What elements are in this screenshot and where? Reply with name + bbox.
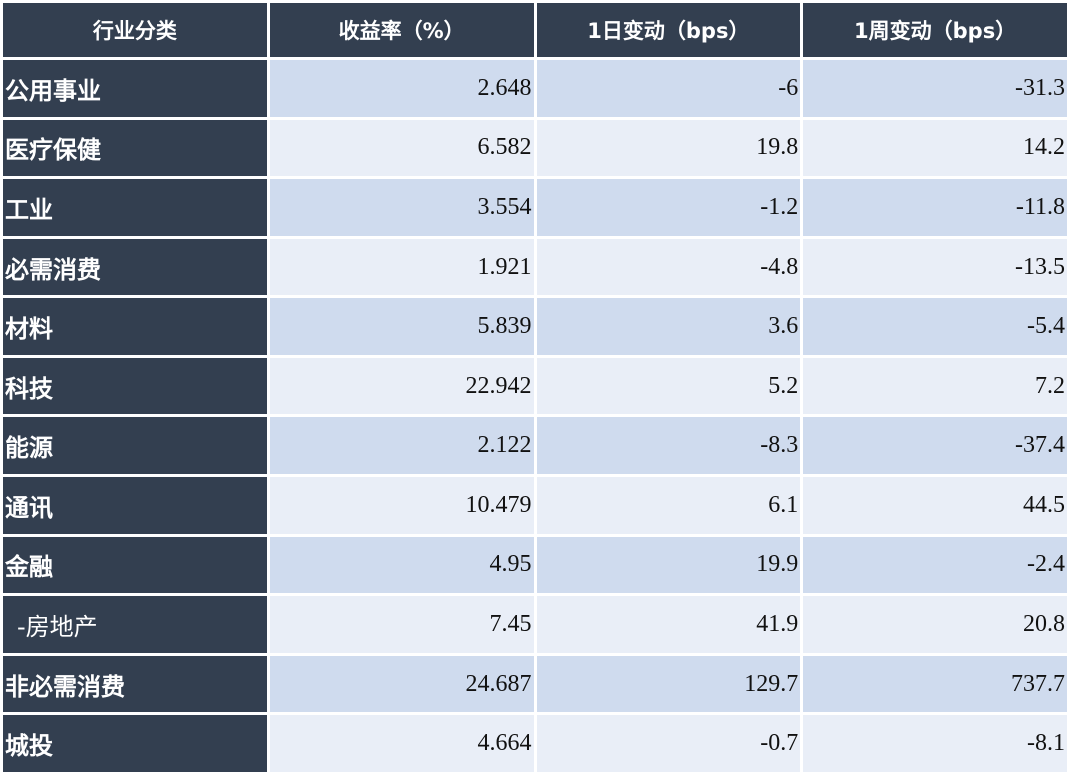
sector-label: 公用事业: [3, 60, 267, 117]
value-cell: 41.9: [536, 596, 801, 653]
value-cell: 129.7: [536, 655, 801, 713]
value-cell: -31.3: [803, 60, 1067, 117]
sector-label: 金融: [3, 536, 267, 594]
value-cell: -2.4: [803, 536, 1067, 594]
sector-label: 工业: [3, 179, 267, 236]
value-cell: 14.2: [803, 119, 1067, 177]
table-row: 必需消费 1.921 -4.8 -13.5: [3, 238, 1067, 296]
header-row: 行业分类 收益率（%） 1日变动（bps） 1周变动（bps）: [3, 3, 1067, 57]
value-cell: 7.45: [269, 596, 534, 653]
value-cell: 5.839: [269, 298, 534, 355]
table-header: 行业分类 收益率（%） 1日变动（bps） 1周变动（bps）: [3, 3, 1067, 57]
value-cell: -8.3: [536, 417, 801, 475]
header-cell: 行业分类: [3, 3, 267, 57]
value-cell: -4.8: [536, 238, 801, 296]
value-cell: -13.5: [803, 238, 1067, 296]
value-cell: 7.2: [803, 357, 1067, 415]
sector-label: 科技: [3, 357, 267, 415]
value-cell: -0.7: [536, 715, 801, 772]
value-cell: 6.582: [269, 119, 534, 177]
sector-label: 医疗保健: [3, 119, 267, 177]
value-cell: 2.122: [269, 417, 534, 475]
table-row: 非必需消费 24.687 129.7 737.7: [3, 655, 1067, 713]
table-row: 金融 4.95 19.9 -2.4: [3, 536, 1067, 594]
table-row: 能源 2.122 -8.3 -37.4: [3, 417, 1067, 475]
value-cell: 20.8: [803, 596, 1067, 653]
sector-label: -房地产: [3, 596, 267, 653]
table-row: -房地产 7.45 41.9 20.8: [3, 596, 1067, 653]
value-cell: 3.6: [536, 298, 801, 355]
value-cell: -5.4: [803, 298, 1067, 355]
value-cell: 19.9: [536, 536, 801, 594]
value-cell: 10.479: [269, 477, 534, 534]
table-row: 工业 3.554 -1.2 -11.8: [3, 179, 1067, 236]
table-body: 公用事业 2.648 -6 -31.3 医疗保健 6.582 19.8 14.2 工业 3.554…: [3, 60, 1067, 772]
value-cell: -8.1: [803, 715, 1067, 772]
value-cell: 4.664: [269, 715, 534, 772]
value-cell: 5.2: [536, 357, 801, 415]
value-cell: -37.4: [803, 417, 1067, 475]
sector-label: 必需消费: [3, 238, 267, 296]
sector-label: 材料: [3, 298, 267, 355]
header-cell: 1周变动（bps）: [803, 3, 1067, 57]
value-cell: -6: [536, 60, 801, 117]
value-cell: 6.1: [536, 477, 801, 534]
value-cell: 3.554: [269, 179, 534, 236]
header-cell: 收益率（%）: [269, 3, 534, 57]
value-cell: -1.2: [536, 179, 801, 236]
sector-label: 城投: [3, 715, 267, 772]
value-cell: 2.648: [269, 60, 534, 117]
table-row: 材料 5.839 3.6 -5.4: [3, 298, 1067, 355]
sector-label: 非必需消费: [3, 655, 267, 713]
value-cell: 22.942: [269, 357, 534, 415]
value-cell: -11.8: [803, 179, 1067, 236]
sector-label: 通讯: [3, 477, 267, 534]
value-cell: 44.5: [803, 477, 1067, 534]
table-row: 通讯 10.479 6.1 44.5: [3, 477, 1067, 534]
sector-label: 能源: [3, 417, 267, 475]
header-cell: 1日变动（bps）: [536, 3, 801, 57]
table-row: 公用事业 2.648 -6 -31.3: [3, 60, 1067, 117]
value-cell: 4.95: [269, 536, 534, 594]
table-row: 科技 22.942 5.2 7.2: [3, 357, 1067, 415]
table-row: 城投 4.664 -0.7 -8.1: [3, 715, 1067, 772]
table-row: 医疗保健 6.582 19.8 14.2: [3, 119, 1067, 177]
value-cell: 24.687: [269, 655, 534, 713]
value-cell: 19.8: [536, 119, 801, 177]
value-cell: 1.921: [269, 238, 534, 296]
value-cell: 737.7: [803, 655, 1067, 713]
